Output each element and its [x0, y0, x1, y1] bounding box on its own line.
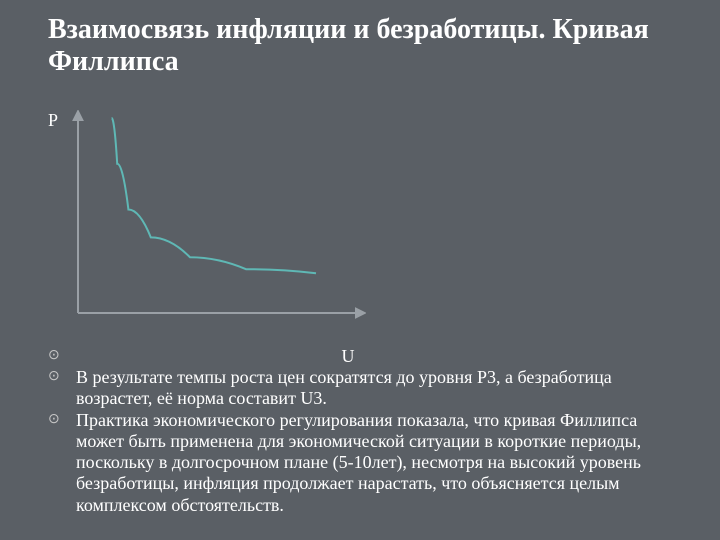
phillips-curve-chart — [66, 110, 366, 325]
list-item-text: Практика экономического регулирования по… — [76, 410, 641, 515]
bullet-list: U В результате темпы роста цен сократятс… — [48, 346, 680, 516]
list-item: В результате темпы роста цен сократятся … — [48, 367, 680, 409]
list-item: Практика экономического регулирования по… — [48, 410, 680, 516]
slide-title: Взаимосвязь инфляции и безработицы. Крив… — [48, 14, 678, 78]
list-item-text: В результате темпы роста цен сократятся … — [76, 367, 612, 408]
slide: Взаимосвязь инфляции и безработицы. Крив… — [0, 0, 720, 540]
list-item: U — [48, 346, 680, 367]
y-axis-label: P — [48, 110, 58, 131]
list-item-text: U — [76, 346, 355, 366]
